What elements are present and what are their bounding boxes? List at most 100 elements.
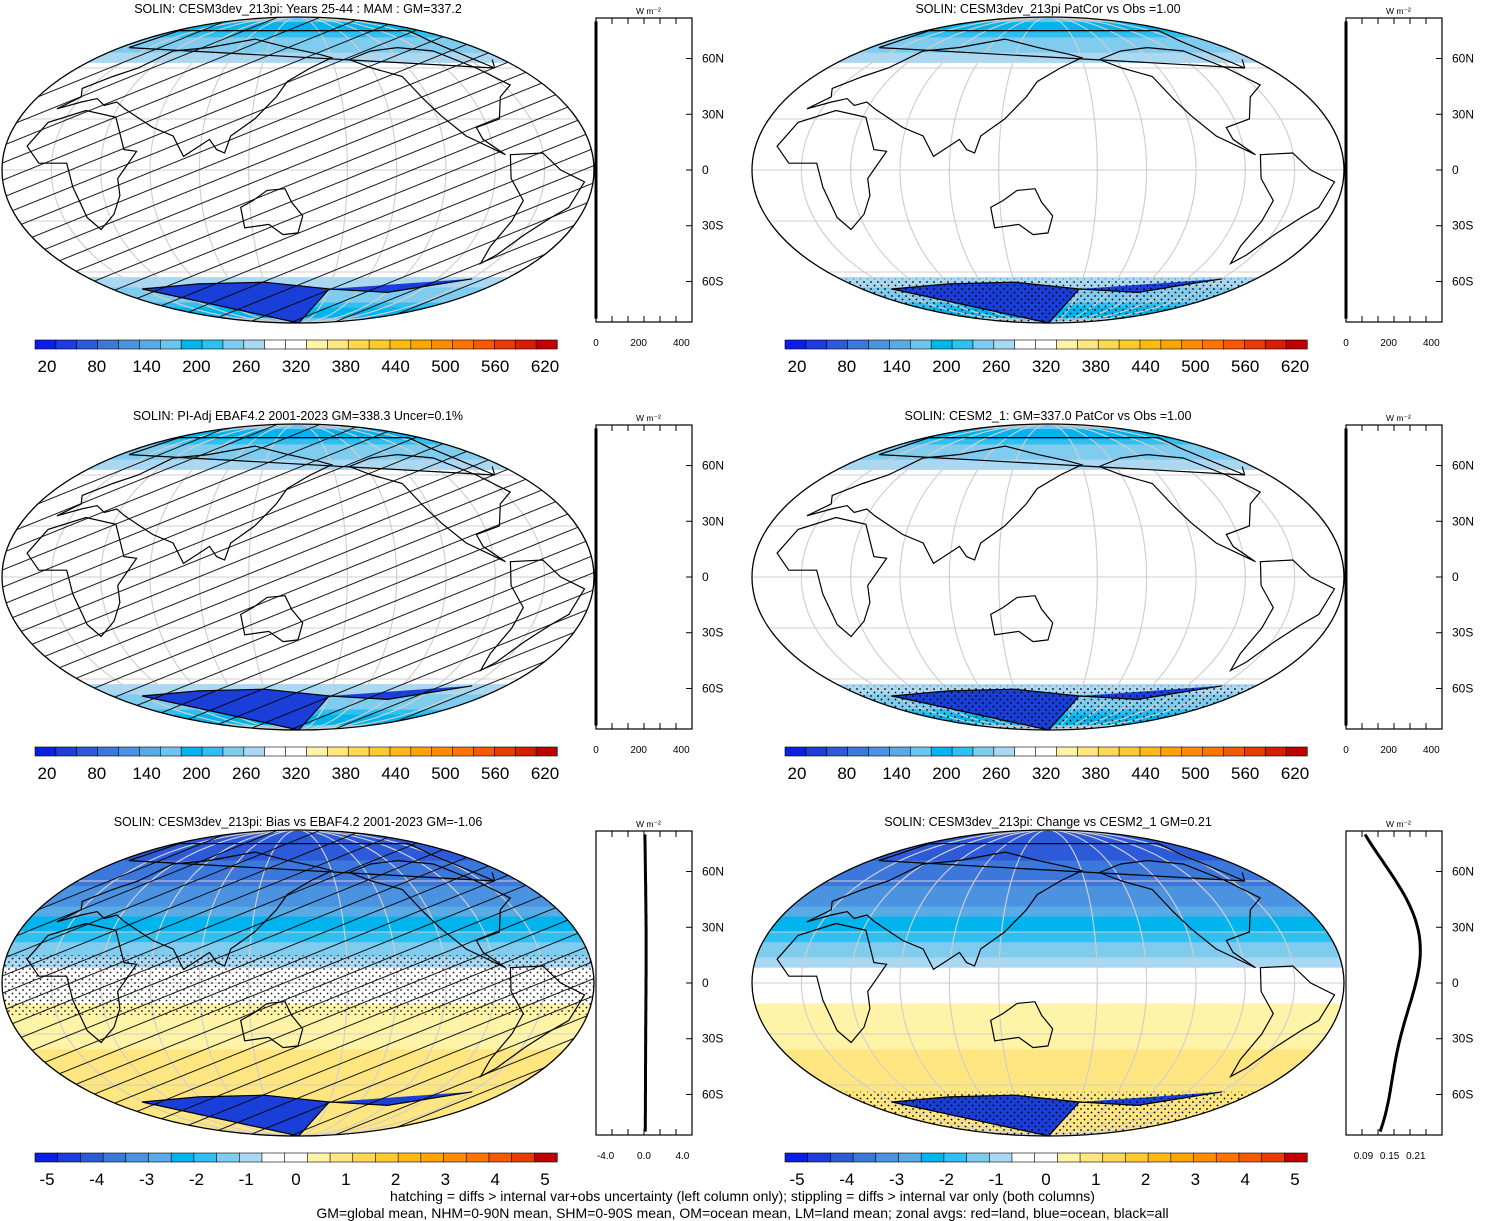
colorbar-label: 560 — [1231, 357, 1259, 376]
colorbar-swatch — [535, 339, 558, 350]
zonal-x-tick: 0.21 — [1406, 1151, 1426, 1162]
zonal-unit: W m⁻² — [1386, 819, 1411, 829]
land-outline — [878, 30, 1246, 69]
colorbar-swatch — [125, 1152, 150, 1163]
colorbar-swatch — [1035, 746, 1058, 757]
colorbar-swatch — [909, 339, 932, 350]
colorbar-label: -1 — [239, 1170, 254, 1189]
colorbar-swatch — [1264, 746, 1287, 757]
colorbar-swatch — [238, 1152, 263, 1163]
panel-4: SOLIN: CESM2_1: GM=337.0 PatCor vs Obs =… — [750, 407, 1485, 807]
colorbar-swatch — [920, 1152, 945, 1163]
map-field — [2, 830, 594, 1136]
colorbar-swatch — [1193, 1152, 1217, 1163]
colorbar-swatch — [327, 339, 349, 350]
panel-3: SOLIN: PI-Adj EBAF4.2 2001-2023 GM=338.3… — [0, 407, 742, 807]
colorbar-label: 20 — [788, 764, 807, 783]
map-title: SOLIN: CESM3dev_213pi: Years 25-44 : MAM… — [134, 2, 462, 16]
zonal-x-tick: 0 — [593, 745, 599, 756]
colorbar-label: 2 — [391, 1170, 400, 1189]
zonal-lat-tick: 0 — [1452, 570, 1459, 584]
colorbar-swatch — [951, 339, 974, 350]
colorbar-swatch — [443, 1152, 467, 1163]
colorbar-label: 320 — [282, 764, 310, 783]
colorbar-label: 440 — [381, 764, 409, 783]
land-outline — [1229, 152, 1336, 266]
colorbar-swatch — [1147, 1152, 1172, 1163]
zonal-unit: W m⁻² — [636, 819, 661, 829]
colorbar-swatch — [514, 339, 537, 350]
colorbar-swatch — [452, 746, 475, 757]
colorbar-swatch — [1079, 1152, 1104, 1163]
zonal-lat-tick: 0 — [702, 163, 709, 177]
zonal-lat-tick: 60N — [702, 865, 724, 879]
colorbar-swatch — [159, 339, 182, 350]
colorbar-label: 80 — [837, 357, 856, 376]
land-outline — [776, 516, 888, 638]
colorbar-swatch — [368, 339, 391, 350]
colorbar-swatch — [97, 339, 120, 350]
panel-2: SOLIN: CESM3dev_213pi PatCor vs Obs =1.0… — [750, 0, 1485, 400]
land-outline — [1097, 46, 1262, 156]
colorbar-label: 140 — [132, 357, 160, 376]
colorbar-swatch — [34, 1152, 59, 1163]
colorbar-label: 140 — [882, 357, 910, 376]
colorbar-label: 0 — [291, 1170, 300, 1189]
colorbar-swatch — [243, 746, 266, 757]
panel-svg: SOLIN: CESM3dev_213pi: Bias vs EBAF4.2 2… — [1, 815, 724, 1189]
colorbar-swatch — [875, 1152, 900, 1163]
colorbar-swatch — [784, 1152, 809, 1163]
colorbar-swatch — [352, 1152, 377, 1163]
land-outline — [806, 38, 1084, 158]
colorbar-swatch — [329, 1152, 354, 1163]
colorbar-swatch — [102, 1152, 127, 1163]
colorbar-label: 140 — [132, 764, 160, 783]
colorbar-label: 620 — [1281, 764, 1309, 783]
colorbar-swatch — [1244, 339, 1266, 350]
colorbar-swatch — [805, 339, 828, 350]
colorbar-label: 440 — [381, 357, 409, 376]
land-outline — [1229, 559, 1336, 673]
map-title: SOLIN: CESM2_1: GM=337.0 PatCor vs Obs =… — [905, 409, 1192, 423]
colorbar-swatch — [306, 746, 328, 757]
colorbar-label: 560 — [481, 764, 509, 783]
zonal-x-tick: 200 — [630, 338, 647, 349]
colorbar-label: 200 — [182, 764, 210, 783]
colorbar-label: -4 — [839, 1170, 854, 1189]
zonal-lat-tick: 60N — [702, 459, 724, 473]
zonal-lat-tick: 30N — [702, 107, 724, 121]
colorbar-swatch — [201, 746, 224, 757]
colorbar-swatch — [1097, 339, 1120, 350]
zonal-lat-tick: 0 — [1452, 163, 1459, 177]
colorbar-label: 620 — [1281, 357, 1309, 376]
colorbar-label: 80 — [87, 764, 106, 783]
colorbar-swatch — [1118, 746, 1141, 757]
zonal-lat-tick: 30N — [1452, 920, 1474, 934]
colorbar-label: 320 — [282, 357, 310, 376]
colorbar-swatch — [1202, 746, 1225, 757]
colorbar-swatch — [1181, 746, 1204, 757]
colorbar-label: -5 — [39, 1170, 54, 1189]
colorbar-label: -4 — [89, 1170, 104, 1189]
colorbar-label: 140 — [882, 764, 910, 783]
zonal-x-tick: 400 — [1423, 745, 1440, 756]
zonal-lat-tick: 30N — [1452, 107, 1474, 121]
colorbar-label: 20 — [38, 357, 57, 376]
colorbar-swatch — [830, 1152, 854, 1163]
zonal-lat-tick: 60N — [1452, 865, 1474, 879]
zonal-lat-tick: 60S — [1452, 274, 1473, 288]
colorbar-label: 380 — [332, 764, 360, 783]
land-outline — [1097, 453, 1262, 563]
zonal-x-tick: 4.0 — [675, 1151, 689, 1162]
colorbar-label: 260 — [232, 357, 260, 376]
colorbar-swatch — [473, 746, 495, 757]
colorbar-swatch — [473, 339, 495, 350]
colorbar-swatch — [511, 1152, 535, 1163]
colorbar-swatch — [57, 1152, 81, 1163]
colorbar-label: -2 — [189, 1170, 204, 1189]
colorbar-swatch — [243, 339, 266, 350]
land-outline — [990, 1001, 1054, 1049]
colorbar-swatch — [34, 746, 57, 757]
colorbar-swatch — [889, 339, 911, 350]
panel-svg: SOLIN: CESM3dev_213pi: Years 25-44 : MAM… — [1, 2, 724, 376]
